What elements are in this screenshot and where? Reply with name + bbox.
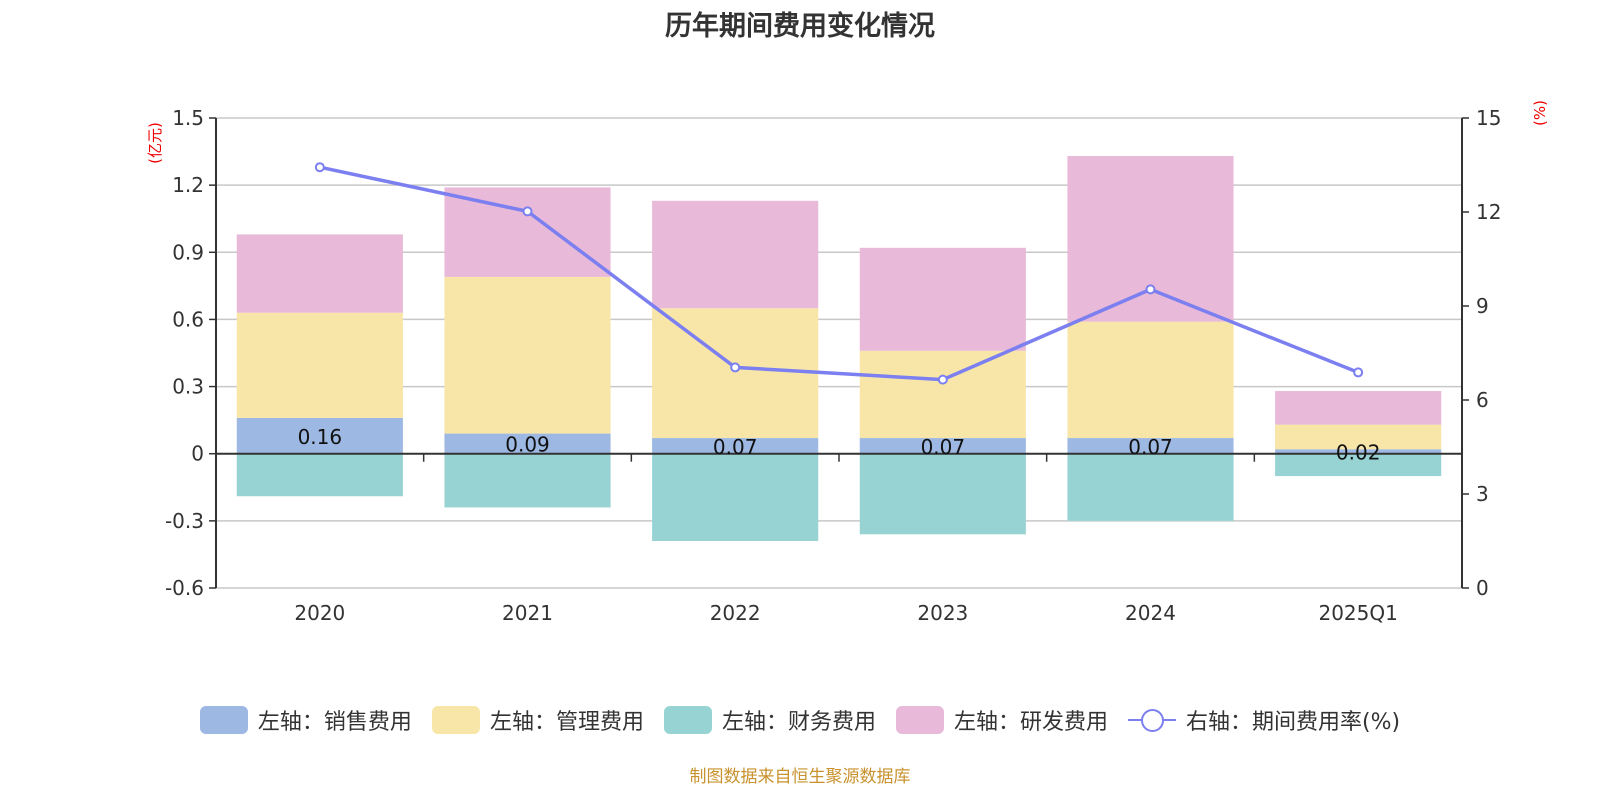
left-axis-tick-label: 1.5 xyxy=(172,106,204,130)
right-axis-tick-label: 3 xyxy=(1476,482,1489,506)
right-axis-tick-label: 6 xyxy=(1476,388,1489,412)
bar-segment xyxy=(859,438,1026,454)
legend-label: 左轴：财务费用 xyxy=(721,710,876,735)
x-axis-tick-label: 2024 xyxy=(1125,601,1176,625)
legend-label: 左轴：研发费用 xyxy=(953,710,1108,735)
bar-segment xyxy=(1067,438,1234,454)
bars xyxy=(236,156,1442,541)
bar-segment xyxy=(1067,321,1234,439)
legend-label: 左轴：管理费用 xyxy=(489,710,644,735)
legend-item[interactable]: 左轴：销售费用 xyxy=(199,704,412,736)
left-axis-tick-label: 0.9 xyxy=(172,240,204,264)
legend-swatch-icon xyxy=(895,706,944,734)
bar-data-label: 0.07 xyxy=(713,435,758,459)
left-axis-tick-label: 0.3 xyxy=(172,375,204,399)
right-axis-tick-label: 12 xyxy=(1476,200,1501,224)
bar-segment xyxy=(859,247,1026,351)
left-axis-tick-label: -0.3 xyxy=(165,509,204,533)
right-axis-tick-label: 15 xyxy=(1476,106,1501,130)
bar-segment xyxy=(236,453,403,497)
legend-swatch-icon xyxy=(199,706,248,734)
bar-segment xyxy=(1275,453,1442,477)
bar-segment xyxy=(1067,453,1234,521)
legend-item[interactable]: 右轴：期间费用率(%) xyxy=(1127,704,1401,736)
footer-source: 制图数据来自恒生聚源数据库 xyxy=(689,767,911,787)
bar-data-label: 0.02 xyxy=(1336,440,1381,464)
rate-point xyxy=(522,206,533,217)
bar-segment xyxy=(652,200,819,309)
legend-label: 右轴：期间费用率(%) xyxy=(1185,710,1401,735)
x-axis-tick-label: 2022 xyxy=(710,601,761,625)
right-axis-unit-label: (%) xyxy=(1531,100,1549,126)
rate-point xyxy=(730,362,741,373)
left-axis-tick-label: 0 xyxy=(191,442,204,466)
left-axis-tick-label: 0.6 xyxy=(172,307,204,331)
bar-segment xyxy=(1067,156,1234,322)
right-axis-tick-label: 0 xyxy=(1476,576,1489,600)
bar-segment xyxy=(652,308,819,439)
left-axis-unit-label: (亿元) xyxy=(146,122,164,164)
line-series xyxy=(314,162,1364,385)
bar-segment xyxy=(652,438,819,454)
left-axis-tick-label: -0.6 xyxy=(165,576,204,600)
rate-point xyxy=(1145,284,1156,295)
x-axis-tick-label: 2021 xyxy=(502,601,553,625)
rate-point xyxy=(1353,367,1364,378)
legend: 左轴：销售费用 左轴：管理费用 左轴：财务费用 左轴：研发费用 右轴：期间费用率(%) xyxy=(0,704,1600,736)
legend-item[interactable]: 左轴：研发费用 xyxy=(895,704,1108,736)
x-axis-tick-label: 2025Q1 xyxy=(1318,601,1397,625)
rate-line xyxy=(319,165,1359,382)
bar-segment xyxy=(444,276,611,434)
legend-item[interactable]: 左轴：财务费用 xyxy=(663,704,876,736)
bar-segment xyxy=(444,187,611,277)
bar-segment xyxy=(444,453,611,508)
bar-segment xyxy=(444,433,611,454)
legend-label: 左轴：销售费用 xyxy=(257,710,412,735)
right-axis-tick-label: 9 xyxy=(1476,294,1489,318)
bar-segment xyxy=(236,234,403,313)
left-axis-tick-label: 1.2 xyxy=(172,173,204,197)
x-axis-tick-label: 2023 xyxy=(917,601,968,625)
bar-data-label: 0.09 xyxy=(505,433,550,457)
bar-data-label: 0.16 xyxy=(298,425,343,449)
axes: 1.5 1.2 0.9 0.6 0.3 0 -0.3 -0.6 15 12 9 6 3 0 (亿元) (%) 2… xyxy=(146,100,1549,625)
chart-title: 历年期间费用变化情况 xyxy=(665,11,935,42)
bar-data-label: 0.07 xyxy=(921,435,966,459)
legend-line-marker-icon xyxy=(1127,706,1176,734)
labels: 0.16 0.09 0.07 0.07 0.07 0.02 xyxy=(298,425,1381,465)
bar-segment xyxy=(1275,391,1442,425)
bar-segment xyxy=(236,312,403,418)
bar-data-label: 0.07 xyxy=(1128,435,1173,459)
bar-segment xyxy=(859,453,1026,535)
grid-lines xyxy=(216,117,1462,589)
rate-point xyxy=(314,162,325,173)
legend-item[interactable]: 左轴：管理费用 xyxy=(431,704,644,736)
bar-segment xyxy=(236,417,403,454)
legend-swatch-icon xyxy=(431,706,480,734)
bar-segment xyxy=(1275,424,1442,450)
legend-swatch-icon xyxy=(663,706,712,734)
bar-segment xyxy=(652,453,819,541)
bar-segment xyxy=(859,350,1026,439)
rate-point xyxy=(937,374,948,385)
bar-segment xyxy=(1275,449,1442,454)
x-axis-tick-label: 2020 xyxy=(294,601,345,625)
